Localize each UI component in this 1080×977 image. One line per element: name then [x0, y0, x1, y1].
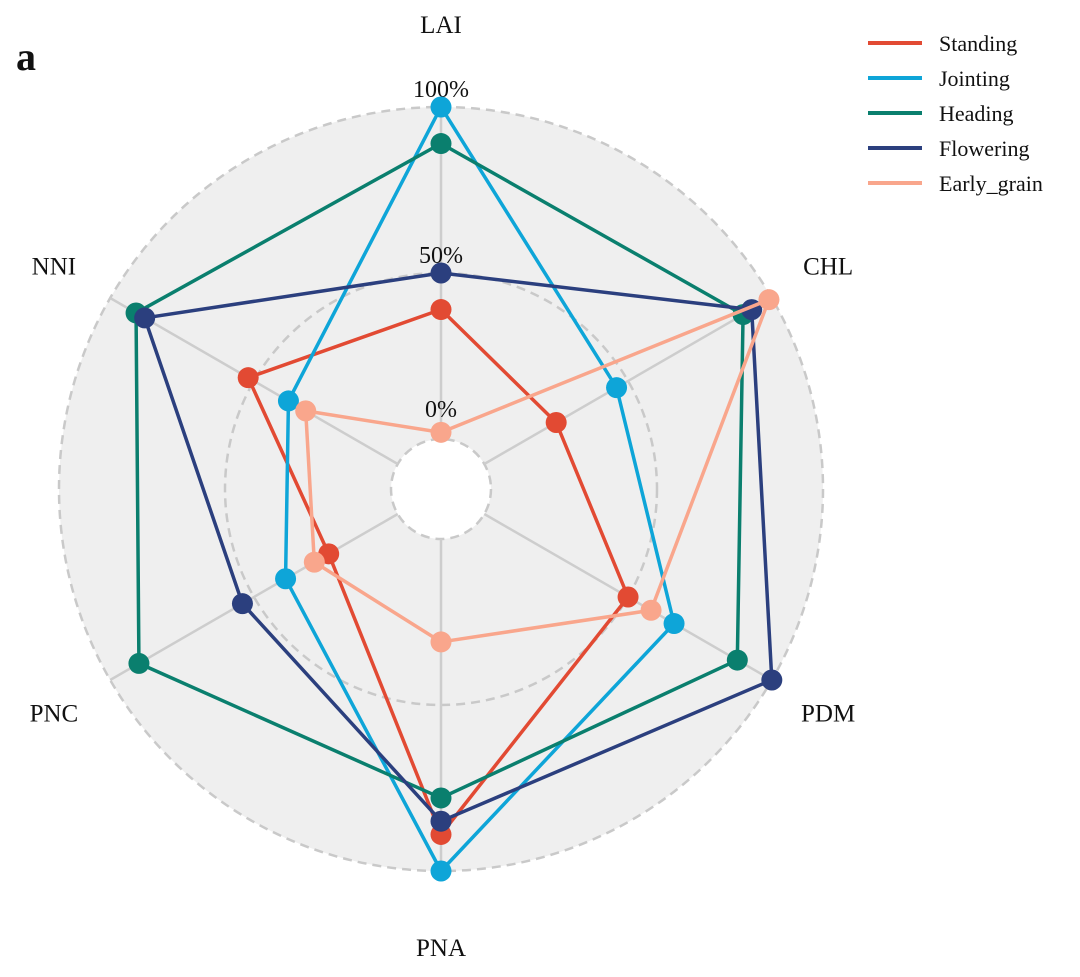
data-point-heading-pna — [430, 787, 452, 809]
data-point-jointing-nni — [277, 390, 299, 412]
gridline-50 — [223, 271, 659, 707]
data-point-flowering-nni — [134, 307, 156, 329]
axis-label-pnc: PNC — [30, 701, 79, 728]
data-point-early-grain-pdm — [640, 599, 662, 621]
data-point-early-grain-pnc — [303, 551, 325, 573]
spoke-chl — [483, 296, 773, 466]
data-point-flowering-pdm — [761, 669, 783, 691]
axis-label-lai: LAI — [420, 12, 462, 39]
axis-label-pna: PNA — [416, 935, 466, 962]
data-point-early-grain-nni — [295, 400, 317, 422]
data-point-jointing-pna — [430, 860, 452, 882]
data-point-early-grain-pna — [430, 631, 452, 653]
panel-label: a — [16, 34, 36, 79]
radial-tick-labels: 0%50%100% — [413, 77, 469, 423]
legend-label-heading: Heading — [939, 101, 1014, 126]
data-point-standing-pdm — [617, 586, 639, 608]
spoke-pnc — [109, 512, 399, 682]
data-point-heading-pdm — [726, 649, 748, 671]
data-point-standing-lai — [430, 299, 452, 321]
axis-labels: LAI CHL PDM PNA PNC NNI — [30, 12, 856, 962]
legend: Standing Jointing Heading Flowering Early_gr… — [868, 31, 1043, 196]
data-point-standing-chl — [545, 412, 567, 433]
tick-label: 0% — [425, 397, 457, 423]
data-series — [125, 96, 783, 882]
gridline-100 — [57, 105, 825, 873]
axis-label-pdm: PDM — [801, 701, 855, 728]
legend-label-jointing: Jointing — [939, 66, 1010, 91]
data-point-early-grain-lai — [430, 421, 452, 443]
gridline-0 — [389, 437, 493, 541]
axis-label-chl: CHL — [803, 254, 853, 281]
data-point-jointing-pdm — [663, 613, 685, 635]
data-point-heading-lai — [430, 133, 452, 155]
data-point-jointing-lai — [430, 96, 452, 118]
data-point-standing-nni — [237, 367, 259, 389]
data-point-jointing-chl — [606, 377, 628, 399]
data-point-flowering-pna — [430, 810, 452, 832]
data-point-flowering-pnc — [231, 593, 253, 615]
data-point-early-grain-chl — [758, 289, 780, 311]
data-point-flowering-lai — [430, 262, 452, 284]
legend-label-flowering: Flowering — [939, 136, 1029, 161]
data-point-heading-pnc — [128, 652, 150, 674]
data-point-jointing-pnc — [275, 568, 297, 590]
legend-label-standing: Standing — [939, 31, 1017, 56]
legend-label-early-grain: Early_grain — [939, 171, 1043, 196]
axis-label-nni: NNI — [32, 254, 76, 281]
